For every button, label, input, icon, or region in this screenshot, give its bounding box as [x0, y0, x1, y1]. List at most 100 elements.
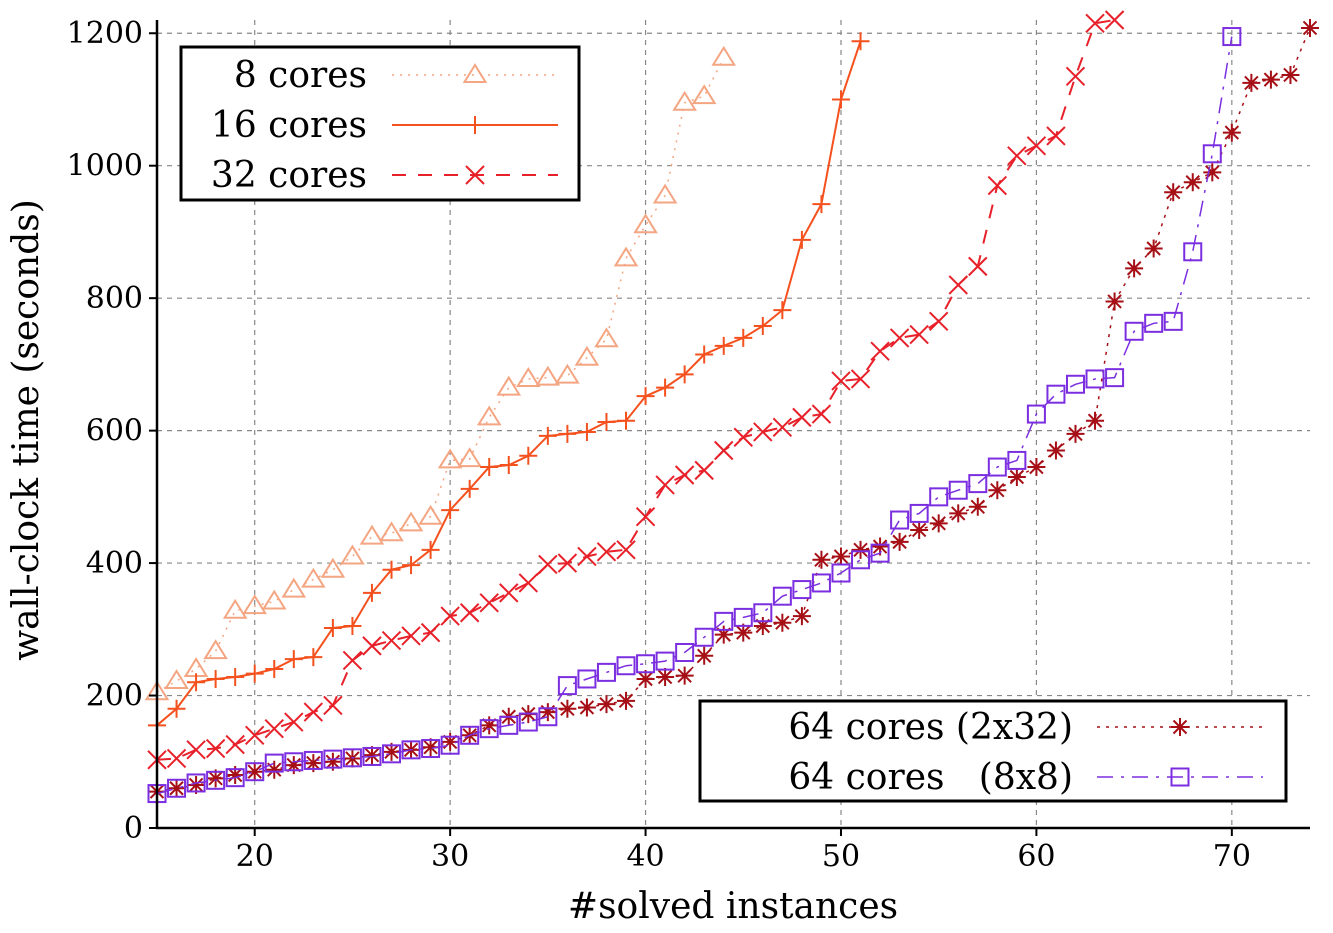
- point-2-14: [420, 622, 441, 643]
- point-1-2: [187, 673, 206, 692]
- legend-marker-4: [1170, 767, 1190, 787]
- point-2-3: [205, 738, 226, 759]
- point-4-12: [382, 744, 402, 764]
- point-1-36: [851, 32, 870, 51]
- point-2-18: [499, 583, 519, 603]
- point-3-50: [1125, 259, 1144, 278]
- point-1-7: [284, 650, 303, 669]
- point-2-22: [577, 546, 597, 567]
- point-2-23: [596, 542, 617, 562]
- point-3-53: [1183, 173, 1202, 192]
- point-0-23: [594, 327, 619, 348]
- x-axis-label: #solved instances: [568, 886, 898, 927]
- point-4-49: [1105, 368, 1125, 388]
- point-3-11: [362, 746, 381, 765]
- point-4-52: [1163, 311, 1183, 331]
- point-3-24: [617, 691, 636, 710]
- point-3-34: [812, 550, 831, 569]
- point-1-18: [499, 456, 518, 475]
- point-2-48: [1085, 13, 1105, 34]
- point-3-29: [714, 625, 733, 644]
- point-0-4: [222, 598, 248, 619]
- point-3-37: [871, 537, 890, 556]
- x-tick-label-70: 70: [1213, 839, 1251, 874]
- point-2-15: [440, 606, 460, 626]
- point-0-8: [301, 567, 326, 588]
- point-0-6: [261, 589, 287, 610]
- point-4-16: [460, 725, 480, 745]
- point-0-9: [320, 557, 346, 578]
- y-tick-label-1200: 1200: [67, 16, 143, 51]
- point-3-21: [558, 699, 577, 718]
- point-4-5: [245, 762, 265, 782]
- y-tick-label-200: 200: [86, 679, 143, 714]
- point-2-27: [674, 465, 695, 485]
- point-4-44: [1007, 450, 1027, 470]
- point-3-9: [323, 752, 342, 771]
- point-3-30: [734, 623, 753, 642]
- point-1-28: [695, 345, 714, 364]
- point-4-34: [811, 573, 831, 593]
- point-4-43: [987, 457, 1007, 477]
- point-1-30: [734, 328, 753, 347]
- point-1-29: [714, 336, 733, 355]
- point-4-54: [1202, 144, 1222, 164]
- point-4-55: [1222, 27, 1242, 47]
- point-3-15: [441, 732, 460, 751]
- point-2-30: [733, 427, 753, 447]
- point-2-10: [342, 650, 363, 671]
- point-1-4: [226, 667, 245, 686]
- point-2-7: [284, 712, 304, 732]
- point-3-8: [304, 754, 323, 773]
- point-0-13: [398, 511, 424, 532]
- point-1-23: [597, 413, 616, 432]
- y-tick-label-600: 600: [86, 414, 143, 449]
- point-1-14: [421, 540, 440, 559]
- point-1-9: [323, 618, 342, 637]
- point-2-21: [557, 553, 578, 573]
- point-2-19: [518, 573, 539, 593]
- point-1-6: [265, 660, 284, 679]
- y-tick-label-400: 400: [86, 546, 143, 581]
- point-1-21: [558, 424, 577, 443]
- point-0-19: [516, 367, 541, 387]
- series-line-4: [156, 36, 1233, 795]
- point-4-24: [616, 656, 636, 676]
- point-0-22: [574, 345, 600, 366]
- y-tick-label-800: 800: [86, 281, 143, 316]
- point-4-1: [167, 778, 187, 798]
- y-tick-label-1000: 1000: [67, 149, 143, 184]
- point-3-55: [1222, 123, 1241, 142]
- point-4-47: [1065, 374, 1085, 394]
- point-2-4: [225, 734, 245, 755]
- point-3-54: [1203, 163, 1222, 182]
- point-0-3: [203, 639, 228, 660]
- point-1-11: [362, 583, 381, 602]
- point-0-18: [496, 375, 522, 396]
- series-4: [147, 27, 1242, 804]
- point-4-35: [831, 563, 851, 583]
- point-1-24: [617, 411, 636, 430]
- point-1-8: [304, 648, 323, 667]
- point-4-8: [303, 750, 323, 770]
- point-2-43: [987, 175, 1008, 196]
- point-1-13: [402, 556, 421, 575]
- point-2-46: [1046, 126, 1066, 146]
- point-3-52: [1164, 183, 1183, 202]
- point-3-36: [851, 540, 870, 559]
- point-1-10: [343, 617, 362, 635]
- point-3-5: [245, 762, 264, 781]
- series-layer: [144, 10, 1319, 804]
- point-3-56: [1242, 73, 1261, 92]
- point-2-16: [459, 603, 480, 623]
- point-3-47: [1066, 424, 1085, 443]
- point-0-27: [672, 90, 697, 111]
- point-4-33: [792, 580, 812, 600]
- point-1-34: [812, 195, 831, 214]
- point-3-40: [929, 514, 948, 533]
- point-3-26: [656, 667, 675, 686]
- point-1-12: [382, 560, 401, 579]
- point-1-1: [167, 699, 186, 718]
- point-4-51: [1144, 313, 1164, 333]
